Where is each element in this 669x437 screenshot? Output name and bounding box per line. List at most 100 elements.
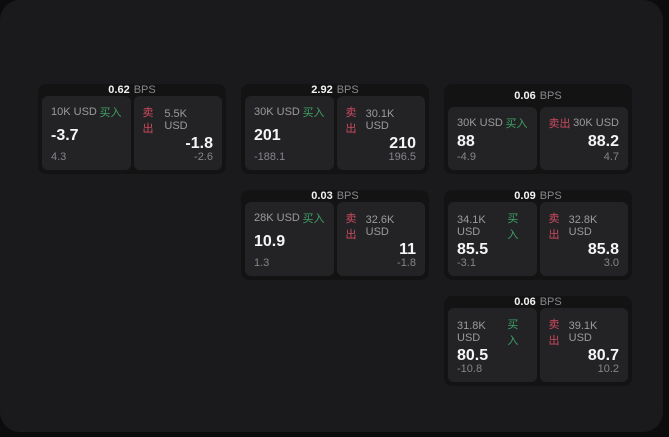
bps-label: BPS bbox=[539, 296, 562, 308]
bps-value: 0.06 bbox=[514, 89, 536, 102]
quote-card: 0.03 BPS 28K USD 买入 10.9 1.3 卖出 32.6K US… bbox=[241, 190, 429, 280]
buy-price: -3.7 bbox=[51, 127, 79, 144]
bps-label: BPS bbox=[336, 84, 359, 96]
buy-panel[interactable]: 10K USD 买入 -3.7 4.3 bbox=[42, 96, 131, 170]
bps-value: 0.06 bbox=[514, 296, 536, 308]
buy-delta: -4.9 bbox=[457, 151, 476, 163]
sell-delta: -1.8 bbox=[397, 257, 416, 269]
bps-label: BPS bbox=[539, 89, 562, 102]
buy-panel[interactable]: 30K USD 买入 88 -4.9 bbox=[448, 107, 537, 170]
buy-price: 85.5 bbox=[457, 241, 489, 258]
bps-header: 0.06 BPS bbox=[444, 296, 632, 308]
buy-panel-top: 28K USD 买入 bbox=[254, 210, 325, 226]
buy-delta: -188.1 bbox=[254, 151, 286, 163]
buy-panel-top: 30K USD 买入 bbox=[457, 115, 528, 131]
buy-amount: 28K USD bbox=[254, 212, 300, 224]
buy-price: 80.5 bbox=[457, 347, 489, 364]
sell-panel-top: 卖出 32.8K USD bbox=[549, 210, 620, 242]
sell-tag: 卖出 bbox=[142, 107, 154, 135]
sell-delta: -2.6 bbox=[194, 151, 213, 163]
card-body: 28K USD 买入 10.9 1.3 卖出 32.6K USD 11 -1.8 bbox=[245, 202, 425, 276]
sell-price: 210 bbox=[389, 135, 416, 152]
sell-panel-top: 卖出 39.1K USD bbox=[549, 316, 620, 348]
buy-price: 10.9 bbox=[254, 233, 286, 250]
quote-card: 0.62 BPS 10K USD 买入 -3.7 4.3 卖出 5.5K USD bbox=[38, 84, 226, 174]
sell-tag: 卖出 bbox=[548, 213, 560, 241]
sell-tag: 卖出 bbox=[345, 107, 357, 135]
sell-price: 85.8 bbox=[587, 241, 619, 258]
sell-delta: 10.2 bbox=[597, 363, 619, 375]
buy-panel[interactable]: 28K USD 买入 10.9 1.3 bbox=[245, 202, 334, 276]
sell-amount: 5.5K USD bbox=[164, 108, 188, 132]
sell-panel[interactable]: 卖出 5.5K USD -1.8 -2.6 bbox=[133, 96, 222, 170]
sell-panel[interactable]: 卖出 32.8K USD 85.8 3.0 bbox=[539, 202, 628, 276]
card-body: 34.1K USD 买入 85.5 -3.1 卖出 32.8K USD 85.8… bbox=[448, 202, 628, 276]
sell-amount: 32.6K USD bbox=[365, 214, 395, 238]
sell-panel[interactable]: 卖出 30K USD 88.2 4.7 bbox=[539, 107, 628, 170]
bps-label: BPS bbox=[539, 190, 562, 202]
sell-panel[interactable]: 卖出 32.6K USD 11 -1.8 bbox=[336, 202, 425, 276]
bps-label: BPS bbox=[133, 84, 156, 96]
buy-delta: -10.8 bbox=[457, 363, 483, 375]
quote-card: 0.09 BPS 34.1K USD 买入 85.5 -3.1 卖出 32.8K… bbox=[444, 190, 632, 280]
sell-price: -1.8 bbox=[185, 135, 213, 152]
sell-panel-top: 卖出 30K USD bbox=[549, 115, 620, 131]
buy-tag: 买入 bbox=[302, 213, 325, 225]
buy-tag: 买入 bbox=[505, 118, 528, 130]
bps-value: 0.62 bbox=[108, 84, 130, 96]
sell-panel[interactable]: 卖出 30.1K USD 210 196.5 bbox=[336, 96, 425, 170]
bps-header: 0.62 BPS bbox=[38, 84, 226, 96]
bps-value: 0.03 bbox=[311, 190, 333, 202]
quotes-panel: 0.62 BPS 10K USD 买入 -3.7 4.3 卖出 5.5K USD bbox=[0, 0, 663, 432]
sell-delta: 4.7 bbox=[603, 151, 619, 163]
card-body: 10K USD 买入 -3.7 4.3 卖出 5.5K USD -1.8 -2.… bbox=[42, 96, 222, 170]
quote-card: 0.06 BPS 31.8K USD 买入 80.5 -10.8 卖出 39.1… bbox=[444, 296, 632, 386]
sell-panel[interactable]: 卖出 39.1K USD 80.7 10.2 bbox=[539, 308, 628, 382]
buy-delta: 1.3 bbox=[254, 257, 270, 269]
sell-tag: 卖出 bbox=[345, 213, 357, 241]
buy-panel-top: 30K USD 买入 bbox=[254, 104, 325, 120]
sell-price: 11 bbox=[399, 241, 416, 258]
sell-amount: 39.1K USD bbox=[568, 320, 598, 344]
sell-price: 80.7 bbox=[587, 347, 619, 364]
quote-card: 0.06 BPS 30K USD 买入 88 -4.9 卖出 30K USD bbox=[444, 84, 632, 174]
bps-label: BPS bbox=[336, 190, 359, 202]
quote-card: 2.92 BPS 30K USD 买入 201 -188.1 卖出 30.1K … bbox=[241, 84, 429, 174]
bps-value: 0.09 bbox=[514, 190, 536, 202]
card-body: 30K USD 买入 201 -188.1 卖出 30.1K USD 210 1… bbox=[245, 96, 425, 170]
bps-header: 0.03 BPS bbox=[241, 190, 429, 202]
sell-amount: 30K USD bbox=[573, 117, 619, 129]
buy-panel[interactable]: 30K USD 买入 201 -188.1 bbox=[245, 96, 334, 170]
card-body: 31.8K USD 买入 80.5 -10.8 卖出 39.1K USD 80.… bbox=[448, 308, 628, 382]
buy-delta: 4.3 bbox=[51, 151, 67, 163]
buy-panel-top: 34.1K USD 买入 bbox=[457, 210, 528, 242]
bps-header: 0.09 BPS bbox=[444, 190, 632, 202]
sell-panel-top: 卖出 30.1K USD bbox=[346, 104, 417, 136]
bps-header: 2.92 BPS bbox=[241, 84, 429, 96]
card-body: 30K USD 买入 88 -4.9 卖出 30K USD 88.2 4.7 bbox=[448, 107, 628, 170]
bps-header: 0.06 BPS bbox=[444, 84, 632, 107]
sell-amount: 32.8K USD bbox=[568, 214, 598, 238]
buy-tag: 买入 bbox=[99, 107, 122, 119]
buy-delta: -3.1 bbox=[457, 257, 476, 269]
buy-panel-top: 10K USD 买入 bbox=[51, 104, 122, 120]
buy-tag: 买入 bbox=[507, 213, 519, 241]
buy-panel[interactable]: 34.1K USD 买入 85.5 -3.1 bbox=[448, 202, 537, 276]
buy-panel[interactable]: 31.8K USD 买入 80.5 -10.8 bbox=[448, 308, 537, 382]
sell-price: 88.2 bbox=[587, 132, 619, 150]
sell-delta: 3.0 bbox=[603, 257, 619, 269]
buy-tag: 买入 bbox=[302, 107, 325, 119]
buy-price: 201 bbox=[254, 127, 281, 144]
bps-value: 2.92 bbox=[311, 84, 333, 96]
sell-tag: 卖出 bbox=[548, 319, 560, 347]
buy-amount: 34.1K USD bbox=[457, 214, 486, 238]
buy-tag: 买入 bbox=[507, 319, 519, 347]
buy-panel-top: 31.8K USD 买入 bbox=[457, 316, 528, 348]
sell-tag: 卖出 bbox=[548, 118, 571, 130]
sell-panel-top: 卖出 5.5K USD bbox=[143, 104, 214, 136]
sell-panel-top: 卖出 32.6K USD bbox=[346, 210, 417, 242]
buy-price: 88 bbox=[457, 132, 475, 150]
quotes-grid: 0.62 BPS 10K USD 买入 -3.7 4.3 卖出 5.5K USD bbox=[38, 84, 632, 386]
buy-amount: 31.8K USD bbox=[457, 320, 486, 344]
buy-amount: 10K USD bbox=[51, 106, 97, 118]
